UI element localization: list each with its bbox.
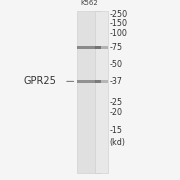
Bar [95, 11, 108, 173]
Bar [77, 80, 101, 83]
Text: -150: -150 [110, 19, 128, 28]
Bar [95, 46, 108, 49]
Text: (kd): (kd) [110, 138, 126, 147]
Bar [77, 11, 101, 173]
Text: GPR25: GPR25 [23, 76, 56, 86]
Text: -75: -75 [110, 43, 123, 52]
Bar [77, 46, 101, 49]
Bar [95, 80, 108, 83]
Text: -50: -50 [110, 60, 123, 69]
Text: -15: -15 [110, 126, 123, 135]
Text: -100: -100 [110, 29, 128, 38]
Text: -250: -250 [110, 10, 128, 19]
Text: -37: -37 [110, 77, 123, 86]
Text: -25: -25 [110, 98, 123, 107]
Text: K562: K562 [80, 0, 98, 6]
Text: -20: -20 [110, 108, 123, 117]
